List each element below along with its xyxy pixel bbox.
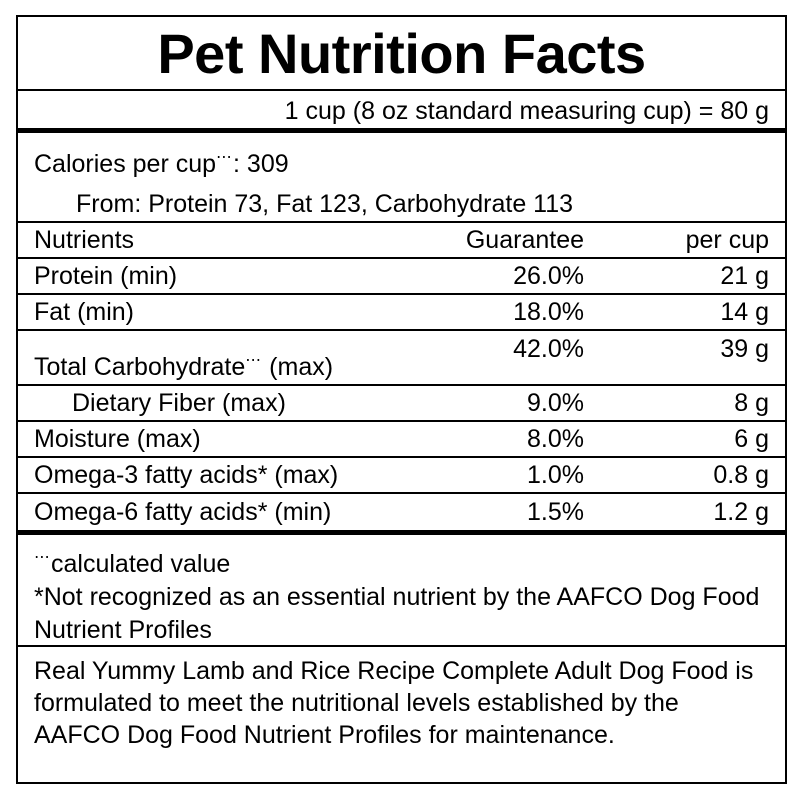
calculated-mark: ⋯ (245, 352, 263, 369)
aafco-note: *Not recognized as an essential nutrient… (34, 583, 760, 644)
nutrient-per-cup: 39 g (584, 330, 785, 386)
nutrient-name-main: Total Carbohydrate (34, 353, 246, 381)
nutrient-per-cup: 1.2 g (584, 493, 785, 535)
footnotes: ⋯calculated value *Not recognized as an … (18, 535, 785, 647)
nutrient-per-cup: 21 g (584, 258, 785, 295)
table-row: Omega-3 fatty acids* (max) 1.0% 0.8 g (18, 457, 785, 494)
table-header-row: Nutrients Guarantee per cup (18, 223, 785, 259)
nutrient-name: Fat (min) (18, 294, 384, 331)
calculated-note-text: calculated value (51, 550, 231, 578)
nutrient-guarantee: 42.0% (384, 330, 584, 386)
aafco-statement: Real Yummy Lamb and Rice Recipe Complete… (34, 657, 754, 749)
calories-line: Calories per cup⋯: 309 (34, 143, 785, 179)
table-row: Dietary Fiber (max) 9.0% 8 g (18, 385, 785, 422)
table-row: Moisture (max) 8.0% 6 g (18, 421, 785, 458)
serving-size: 1 cup (8 oz standard measuring cup) = 80… (18, 91, 785, 133)
calories-value: : 309 (233, 150, 289, 178)
nutrient-guarantee: 9.0% (384, 385, 584, 422)
calculated-mark: ⋯ (216, 149, 234, 166)
table-row: Protein (min) 26.0% 21 g (18, 258, 785, 295)
nutrient-guarantee: 26.0% (384, 258, 584, 295)
nutrient-per-cup: 8 g (584, 385, 785, 422)
nutrient-guarantee: 1.0% (384, 457, 584, 494)
nutrient-name: Omega-6 fatty acids* (min) (18, 493, 384, 535)
table-row: Fat (min) 18.0% 14 g (18, 294, 785, 331)
nutrient-per-cup: 0.8 g (584, 457, 785, 494)
calories-label: Calories per cup (34, 150, 217, 178)
header-nutrients: Nutrients (18, 223, 384, 259)
panel-title: Pet Nutrition Facts (18, 17, 785, 91)
nutrient-name: Dietary Fiber (max) (18, 385, 384, 422)
nutrient-name: Moisture (max) (18, 421, 384, 458)
nutrition-facts-panel: Pet Nutrition Facts 1 cup (8 oz standard… (16, 15, 787, 784)
nutrient-guarantee: 1.5% (384, 493, 584, 535)
header-per-cup: per cup (584, 223, 785, 259)
nutrient-name: Total Carbohydrate⋯ (max) (18, 330, 384, 386)
nutrient-name: Omega-3 fatty acids* (max) (18, 457, 384, 494)
table-row: Omega-6 fatty acids* (min) 1.5% 1.2 g (18, 493, 785, 535)
calories-section: Calories per cup⋯: 309 From: Protein 73,… (18, 133, 785, 223)
calculated-note: ⋯calculated value (34, 541, 769, 581)
nutrient-name-suffix: (max) (262, 353, 334, 381)
nutrient-guarantee: 18.0% (384, 294, 584, 331)
nutrient-per-cup: 14 g (584, 294, 785, 331)
nutrient-guarantee: 8.0% (384, 421, 584, 458)
nutrient-name: Protein (min) (18, 258, 384, 295)
table-row: Total Carbohydrate⋯ (max) 42.0% 39 g (18, 330, 785, 386)
calculated-mark: ⋯ (34, 549, 51, 566)
nutrient-per-cup: 6 g (584, 421, 785, 458)
calories-breakdown: From: Protein 73, Fat 123, Carbohydrate … (76, 190, 574, 218)
nutrients-table: Nutrients Guarantee per cup Protein (min… (18, 223, 785, 535)
header-guarantee: Guarantee (384, 223, 584, 259)
